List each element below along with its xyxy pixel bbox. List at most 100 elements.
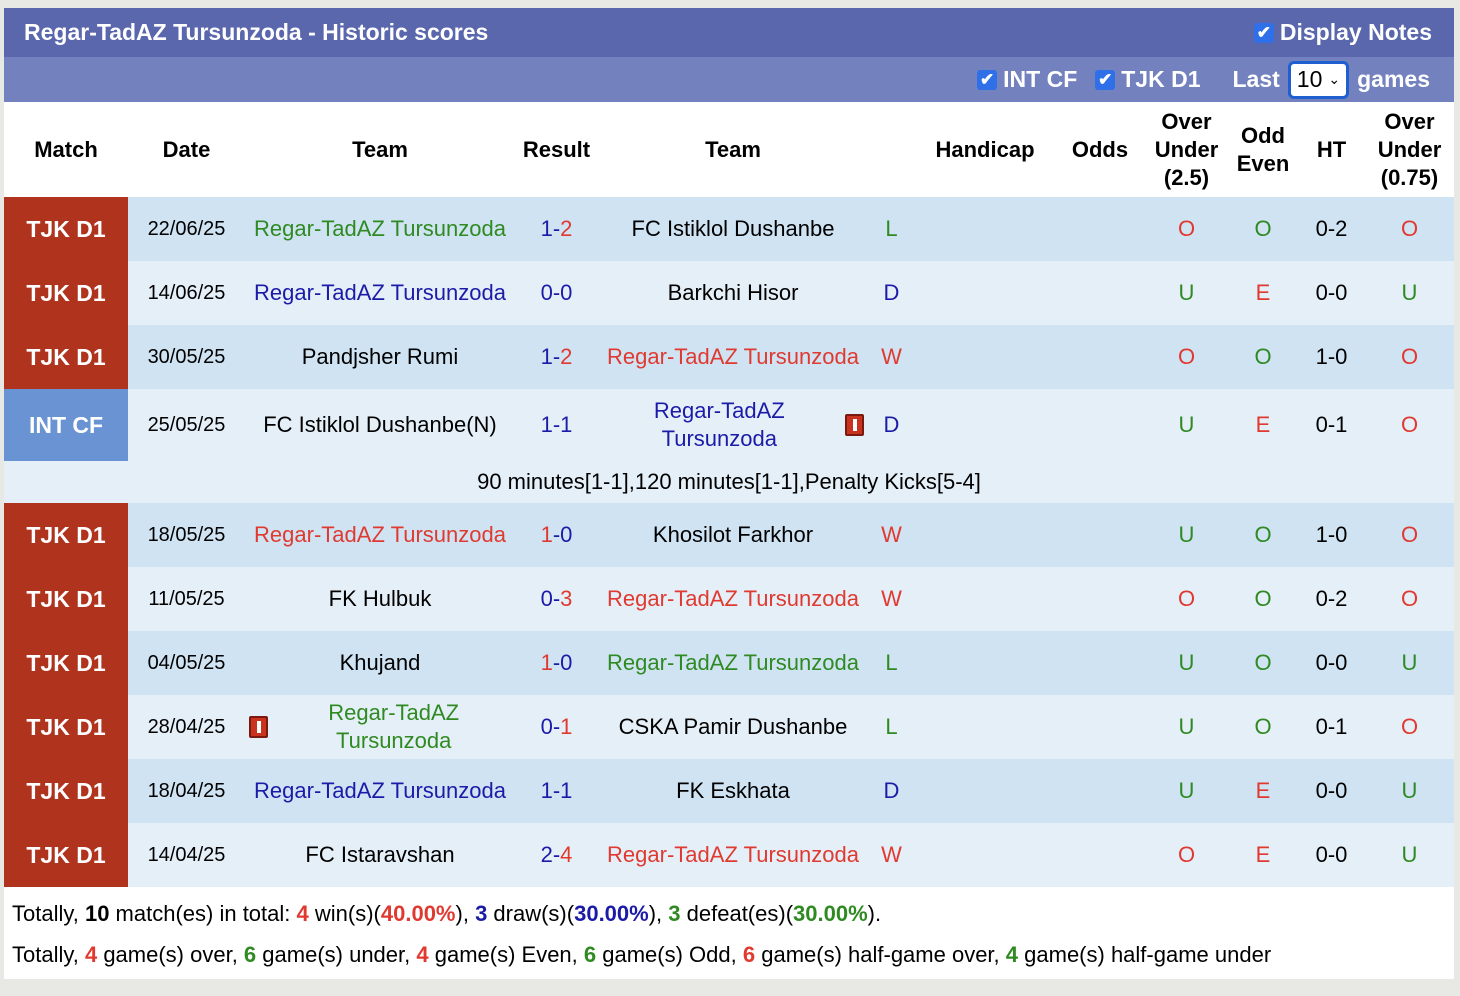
team-name[interactable]: Regar-TadAZ Tursunzoda bbox=[607, 650, 859, 675]
summary-text: game(s) over, bbox=[97, 942, 244, 967]
table-header: Match Date Team Result Team Handicap Odds Over … bbox=[4, 102, 1454, 197]
filter-tjk-d1[interactable]: ✔ TJK D1 bbox=[1095, 66, 1201, 93]
summary-total: 10 bbox=[84, 901, 110, 926]
team-name[interactable]: Regar-TadAZ Tursunzoda bbox=[328, 700, 460, 753]
checkbox-checked-icon[interactable]: ✔ bbox=[1253, 22, 1274, 43]
team-name[interactable]: Regar-TadAZ Tursunzoda bbox=[607, 842, 859, 867]
odds bbox=[1055, 823, 1145, 887]
filter-int-cf[interactable]: ✔ INT CF bbox=[977, 66, 1077, 93]
column-header: Team bbox=[705, 136, 761, 162]
handicap bbox=[915, 197, 1055, 261]
team-away: Regar-TadAZ Tursunzoda bbox=[598, 389, 868, 461]
odd-even: O bbox=[1228, 325, 1298, 389]
handicap bbox=[915, 389, 1055, 461]
match-result[interactable]: 1-2 bbox=[515, 197, 598, 261]
team-name[interactable]: Regar-TadAZ Tursunzoda bbox=[254, 216, 506, 241]
match-note: 90 minutes[1-1],120 minutes[1-1],Penalty… bbox=[4, 461, 1454, 503]
match-result[interactable]: 0-0 bbox=[515, 261, 598, 325]
over-under-2-5: U bbox=[1145, 261, 1228, 325]
team-name[interactable]: FC Istiklol Dushanbe bbox=[631, 216, 835, 241]
team-name[interactable]: Regar-TadAZ Tursunzoda bbox=[607, 586, 859, 611]
filter-int-cf-label: INT CF bbox=[1003, 66, 1078, 92]
column-header: Match bbox=[34, 136, 98, 162]
summary-text: win(s)( bbox=[308, 901, 381, 926]
summary-over: 4 bbox=[84, 942, 98, 967]
match-result[interactable]: 1-0 bbox=[515, 503, 598, 567]
team-name[interactable]: FK Eskhata bbox=[676, 778, 790, 803]
score-separator: - bbox=[552, 714, 561, 739]
summary-text: ). bbox=[867, 901, 882, 926]
over-under-2-5: U bbox=[1145, 759, 1228, 823]
team-name[interactable]: Regar-TadAZ Tursunzoda bbox=[254, 522, 506, 547]
odd-even: E bbox=[1228, 823, 1298, 887]
score-separator: - bbox=[552, 344, 561, 369]
handicap bbox=[915, 567, 1055, 631]
checkbox-checked-icon[interactable]: ✔ bbox=[977, 69, 998, 90]
home-score: 1 bbox=[540, 522, 553, 547]
team-away: Barkchi Hisor bbox=[598, 261, 868, 325]
league-badge[interactable]: TJK D1 bbox=[4, 695, 128, 759]
over-under-2-5: U bbox=[1145, 389, 1228, 461]
summary-results: Totally, 10 match(es) in total: 4 win(s)… bbox=[12, 893, 1446, 934]
league-badge[interactable]: TJK D1 bbox=[4, 325, 128, 389]
over-under-0-75: U bbox=[1365, 261, 1454, 325]
display-notes-toggle[interactable]: ✔ Display Notes bbox=[1253, 19, 1432, 46]
team-name[interactable]: Barkchi Hisor bbox=[667, 280, 799, 305]
table-row: TJK D1 30/05/25 Pandjsher Rumi 1-2 Regar-Tad… bbox=[4, 325, 1454, 389]
league-badge[interactable]: TJK D1 bbox=[4, 503, 128, 567]
summary-goals: Totally, 4 game(s) over, 6 game(s) under… bbox=[12, 934, 1446, 975]
team-name[interactable]: FK Hulbuk bbox=[328, 586, 432, 611]
league-badge[interactable]: TJK D1 bbox=[4, 197, 128, 261]
match-result[interactable]: 1-2 bbox=[515, 325, 598, 389]
league-badge[interactable]: TJK D1 bbox=[4, 567, 128, 631]
odds bbox=[1055, 261, 1145, 325]
red-card-icon bbox=[249, 716, 269, 738]
handicap bbox=[915, 695, 1055, 759]
handicap bbox=[915, 759, 1055, 823]
league-badge[interactable]: INT CF bbox=[4, 389, 128, 461]
last-games-select[interactable]: 10 ⌄ bbox=[1287, 60, 1350, 99]
result-letter: D bbox=[868, 759, 915, 823]
score-separator: - bbox=[552, 412, 561, 437]
match-result[interactable]: 1-0 bbox=[515, 631, 598, 695]
match-result[interactable]: 0-3 bbox=[515, 567, 598, 631]
half-time-score: 1-0 bbox=[1298, 503, 1365, 567]
team-name[interactable]: Regar-TadAZ Tursunzoda bbox=[607, 344, 859, 369]
home-score: 2 bbox=[540, 842, 553, 867]
team-name[interactable]: FC Istiklol Dushanbe(N) bbox=[263, 412, 497, 437]
red-card-icon bbox=[844, 414, 864, 436]
team-away: Regar-TadAZ Tursunzoda bbox=[598, 567, 868, 631]
team-away: Regar-TadAZ Tursunzoda bbox=[598, 325, 868, 389]
column-header: HT bbox=[1316, 136, 1347, 162]
match-result[interactable]: 1-1 bbox=[515, 389, 598, 461]
filter-bar: ✔ INT CF ✔ TJK D1 Last 10 ⌄ games bbox=[4, 57, 1454, 102]
home-score: 1 bbox=[540, 778, 553, 803]
table-row: TJK D1 11/05/25 FK Hulbuk 0-3 Regar-TadAZ Tu… bbox=[4, 567, 1454, 631]
score-separator: - bbox=[552, 216, 561, 241]
team-name[interactable]: Regar-TadAZ Tursunzoda bbox=[254, 778, 506, 803]
match-result[interactable]: 0-1 bbox=[515, 695, 598, 759]
league-badge[interactable]: TJK D1 bbox=[4, 631, 128, 695]
league-badge[interactable]: TJK D1 bbox=[4, 823, 128, 887]
team-name[interactable]: Khujand bbox=[339, 650, 421, 675]
summary-defeats: 3 bbox=[668, 901, 681, 926]
team-name[interactable]: FC Istaravshan bbox=[305, 842, 455, 867]
league-badge[interactable]: TJK D1 bbox=[4, 261, 128, 325]
team-name[interactable]: CSKA Pamir Dushanbe bbox=[618, 714, 848, 739]
half-time-score: 0-0 bbox=[1298, 261, 1365, 325]
over-under-0-75: O bbox=[1365, 503, 1454, 567]
away-score: 1 bbox=[560, 714, 573, 739]
result-letter: W bbox=[868, 823, 915, 887]
checkbox-checked-icon[interactable]: ✔ bbox=[1095, 69, 1116, 90]
page-title: Regar-TadAZ Tursunzoda - Historic scores bbox=[24, 19, 489, 45]
team-name[interactable]: Regar-TadAZ Tursunzoda bbox=[254, 280, 506, 305]
match-result[interactable]: 2-4 bbox=[515, 823, 598, 887]
team-name[interactable]: Pandjsher Rumi bbox=[301, 344, 459, 369]
league-badge[interactable]: TJK D1 bbox=[4, 759, 128, 823]
team-name[interactable]: Khosilot Farkhor bbox=[652, 522, 814, 547]
summary-text: defeat(es)( bbox=[680, 901, 794, 926]
team-away: CSKA Pamir Dushanbe bbox=[598, 695, 868, 759]
team-name[interactable]: Regar-TadAZ Tursunzoda bbox=[653, 398, 785, 451]
table-row: INT CF 25/05/25 FC Istiklol Dushanbe(N) 1-1… bbox=[4, 389, 1454, 461]
match-result[interactable]: 1-1 bbox=[515, 759, 598, 823]
